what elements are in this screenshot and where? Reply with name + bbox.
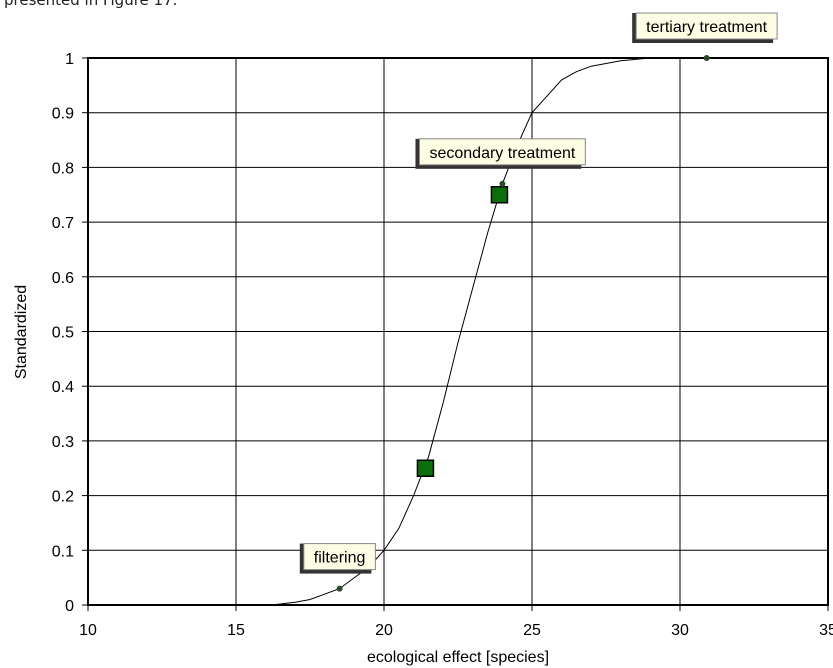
x-tick-label: 35: [819, 622, 833, 639]
annotation-label: filtering: [314, 550, 366, 567]
curve: [271, 57, 710, 606]
x-tick-label: 10: [79, 622, 97, 639]
annotation-point: [336, 585, 343, 592]
x-tick-label: 20: [375, 622, 393, 639]
y-tick-label: 1: [65, 51, 74, 68]
y-tick-label: 0: [65, 598, 74, 615]
marker: [490, 186, 509, 204]
x-tick-label: 30: [671, 622, 689, 639]
annotation-point: [499, 180, 506, 187]
y-tick-label: 0.1: [52, 543, 74, 560]
x-axis-title: ecological effect [species]: [367, 649, 549, 666]
y-tick-label: 0.8: [52, 160, 74, 177]
y-tick-label: 0.3: [52, 434, 74, 451]
y-tick-label: 0.7: [52, 215, 74, 232]
y-tick-label: 0.9: [52, 106, 74, 123]
intro-text: presented in Figure 17.: [4, 0, 178, 9]
annotation-point: [703, 55, 710, 61]
y-tick-label: 0.4: [52, 379, 74, 396]
y-tick-label: 0.2: [52, 489, 74, 506]
plot-frame: [87, 57, 829, 606]
marker: [416, 459, 435, 477]
y-axis-title: Standardized: [13, 285, 30, 379]
y-tick-label: 0.5: [52, 325, 74, 342]
y-tick-label: 0.6: [52, 270, 74, 287]
annotation-label: secondary treatment: [429, 145, 575, 162]
x-tick-label: 25: [523, 622, 541, 639]
annotation-box: [303, 543, 376, 571]
annotation-box: [635, 12, 778, 40]
annotation-box: [418, 138, 586, 166]
annotation-label: tertiary treatment: [646, 19, 767, 36]
x-tick-label: 15: [227, 622, 245, 639]
